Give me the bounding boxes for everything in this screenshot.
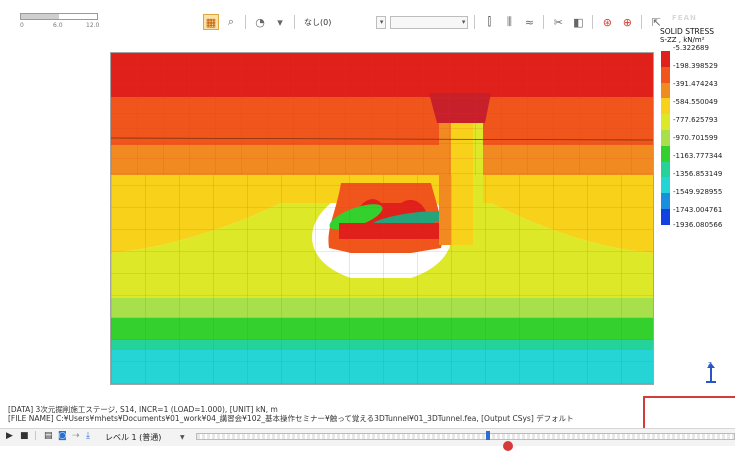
scale-bar: 0 6.0 12.0 <box>18 10 104 32</box>
scale-tick: 12.0 <box>86 22 100 29</box>
grid-icon[interactable]: ⫼ <box>506 15 512 28</box>
legend-swatch <box>661 82 670 99</box>
result-select[interactable]: ▾ <box>390 15 469 29</box>
export-icon[interactable]: ⇱ <box>651 15 661 29</box>
view-icon[interactable]: ◧ <box>573 15 584 29</box>
legend-value: -970.701599 <box>673 134 718 142</box>
axis-base <box>706 381 716 383</box>
record-icon[interactable]: ⊛ <box>602 15 612 29</box>
legend-value: -391.474243 <box>673 80 718 88</box>
legend-unit: S-ZZ , kN/m² <box>660 36 705 44</box>
shade-icon[interactable]: ◔ <box>255 15 265 29</box>
animation-slider[interactable] <box>196 433 735 440</box>
display-mode-icon[interactable]: ▦ <box>203 14 219 30</box>
zoom-icon[interactable]: ⌕ <box>227 15 235 28</box>
legend-swatch <box>661 114 670 130</box>
legend-swatch <box>661 193 670 209</box>
settings-icon[interactable]: ⊕ <box>622 15 632 29</box>
stress-contour-plot <box>111 53 653 384</box>
legend-value: -777.625793 <box>673 116 718 124</box>
annotation-marker <box>503 441 513 451</box>
legend-value: -198.398529 <box>673 62 718 70</box>
download-icon[interactable]: ⤓ <box>86 431 90 441</box>
tool-icon[interactable]: ✂ <box>553 15 563 29</box>
legend-swatch <box>661 177 670 194</box>
legend-value: -1936.080566 <box>673 221 723 229</box>
level-select[interactable]: レベル 1 (普通) <box>105 433 162 442</box>
file-name-line: [FILE NAME] C:¥Users¥mhets¥Documents¥01_… <box>8 414 574 423</box>
legend-swatch <box>661 129 670 146</box>
stress-legend: SOLID STRESS S-ZZ , kN/m² -5.322689 -198… <box>658 27 735 230</box>
legend-color-bar <box>661 51 670 225</box>
scale-tick: 6.0 <box>53 22 63 29</box>
annotation-box <box>643 396 735 445</box>
legend-value: -584.550049 <box>673 98 718 106</box>
chart-icon[interactable]: ▤ <box>44 431 53 441</box>
contour-icon[interactable]: ≈ <box>524 15 534 29</box>
chevron-down-icon[interactable]: ▼ <box>180 434 185 441</box>
brand-watermark: FEAN <box>672 14 697 22</box>
stop-icon[interactable]: ■ <box>20 431 29 441</box>
legend-value: -5.322689 <box>673 44 709 52</box>
legend-swatch <box>661 161 670 178</box>
legend-value: -1743.004761 <box>673 206 723 214</box>
hidden-count-label: なし(0) <box>304 17 332 27</box>
view-toolbar: ▦ ⌕ ◔ ▾ なし(0) ▾ ▾ ⫿ ⫼ ≈ ✂ ◧ ⊛ ⊕ ⇱ <box>203 13 664 31</box>
animation-bar: ▶ ■ | ▤ ◙ ⇢ ⤓ レベル 1 (普通) ▼ <box>0 428 735 446</box>
scale-bar-graphic <box>20 13 98 20</box>
camera-icon[interactable]: ◙ <box>58 431 67 441</box>
mesh-icon[interactable]: ⫿ <box>487 15 492 28</box>
legend-value: -1549.928955 <box>673 188 723 196</box>
dropdown-icon[interactable]: ▾ <box>277 15 283 29</box>
arrow-icon[interactable]: ⇢ <box>72 431 80 441</box>
legend-swatch <box>661 145 670 162</box>
scale-tick: 0 <box>20 22 24 29</box>
model-view[interactable] <box>110 52 654 385</box>
data-info-line: [DATA] 3次元掘削施工ステージ, S14, INCR=1 (LOAD=1.… <box>8 405 278 414</box>
axis-z-arrow-icon <box>707 363 715 382</box>
legend-swatch <box>661 66 670 83</box>
legend-value: -1356.853149 <box>673 170 723 178</box>
legend-title: SOLID STRESS <box>660 27 715 36</box>
play-icon[interactable]: ▶ <box>6 431 13 441</box>
legend-swatch <box>661 98 670 115</box>
legend-swatch <box>661 51 670 67</box>
slider-thumb[interactable] <box>486 431 490 440</box>
legend-swatch <box>661 208 670 225</box>
legend-value: -1163.777344 <box>673 152 723 160</box>
small-select[interactable]: ▾ <box>376 15 387 29</box>
